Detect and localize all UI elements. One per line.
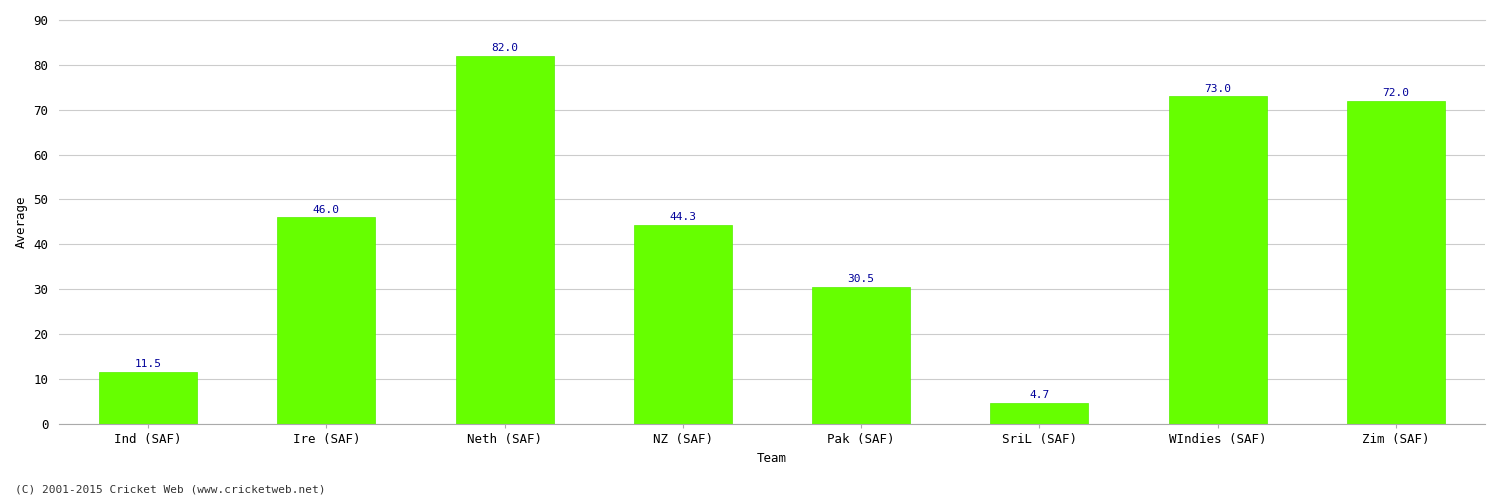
Text: 11.5: 11.5 [135, 360, 162, 370]
Text: 72.0: 72.0 [1383, 88, 1410, 98]
Bar [812, 287, 910, 424]
Y-axis label: Average: Average [15, 196, 28, 248]
Text: 46.0: 46.0 [314, 204, 340, 214]
Bar [99, 372, 196, 424]
Bar [278, 218, 375, 424]
X-axis label: Team: Team [758, 452, 788, 465]
Bar [1347, 100, 1444, 423]
Text: 73.0: 73.0 [1204, 84, 1231, 94]
Text: 82.0: 82.0 [490, 43, 517, 53]
Bar [456, 56, 554, 424]
Bar [990, 402, 1089, 423]
Text: 4.7: 4.7 [1029, 390, 1050, 400]
Bar [1168, 96, 1266, 423]
Text: (C) 2001-2015 Cricket Web (www.cricketweb.net): (C) 2001-2015 Cricket Web (www.cricketwe… [15, 485, 326, 495]
Text: 30.5: 30.5 [847, 274, 874, 284]
Text: 44.3: 44.3 [669, 212, 696, 222]
Bar [634, 225, 732, 424]
